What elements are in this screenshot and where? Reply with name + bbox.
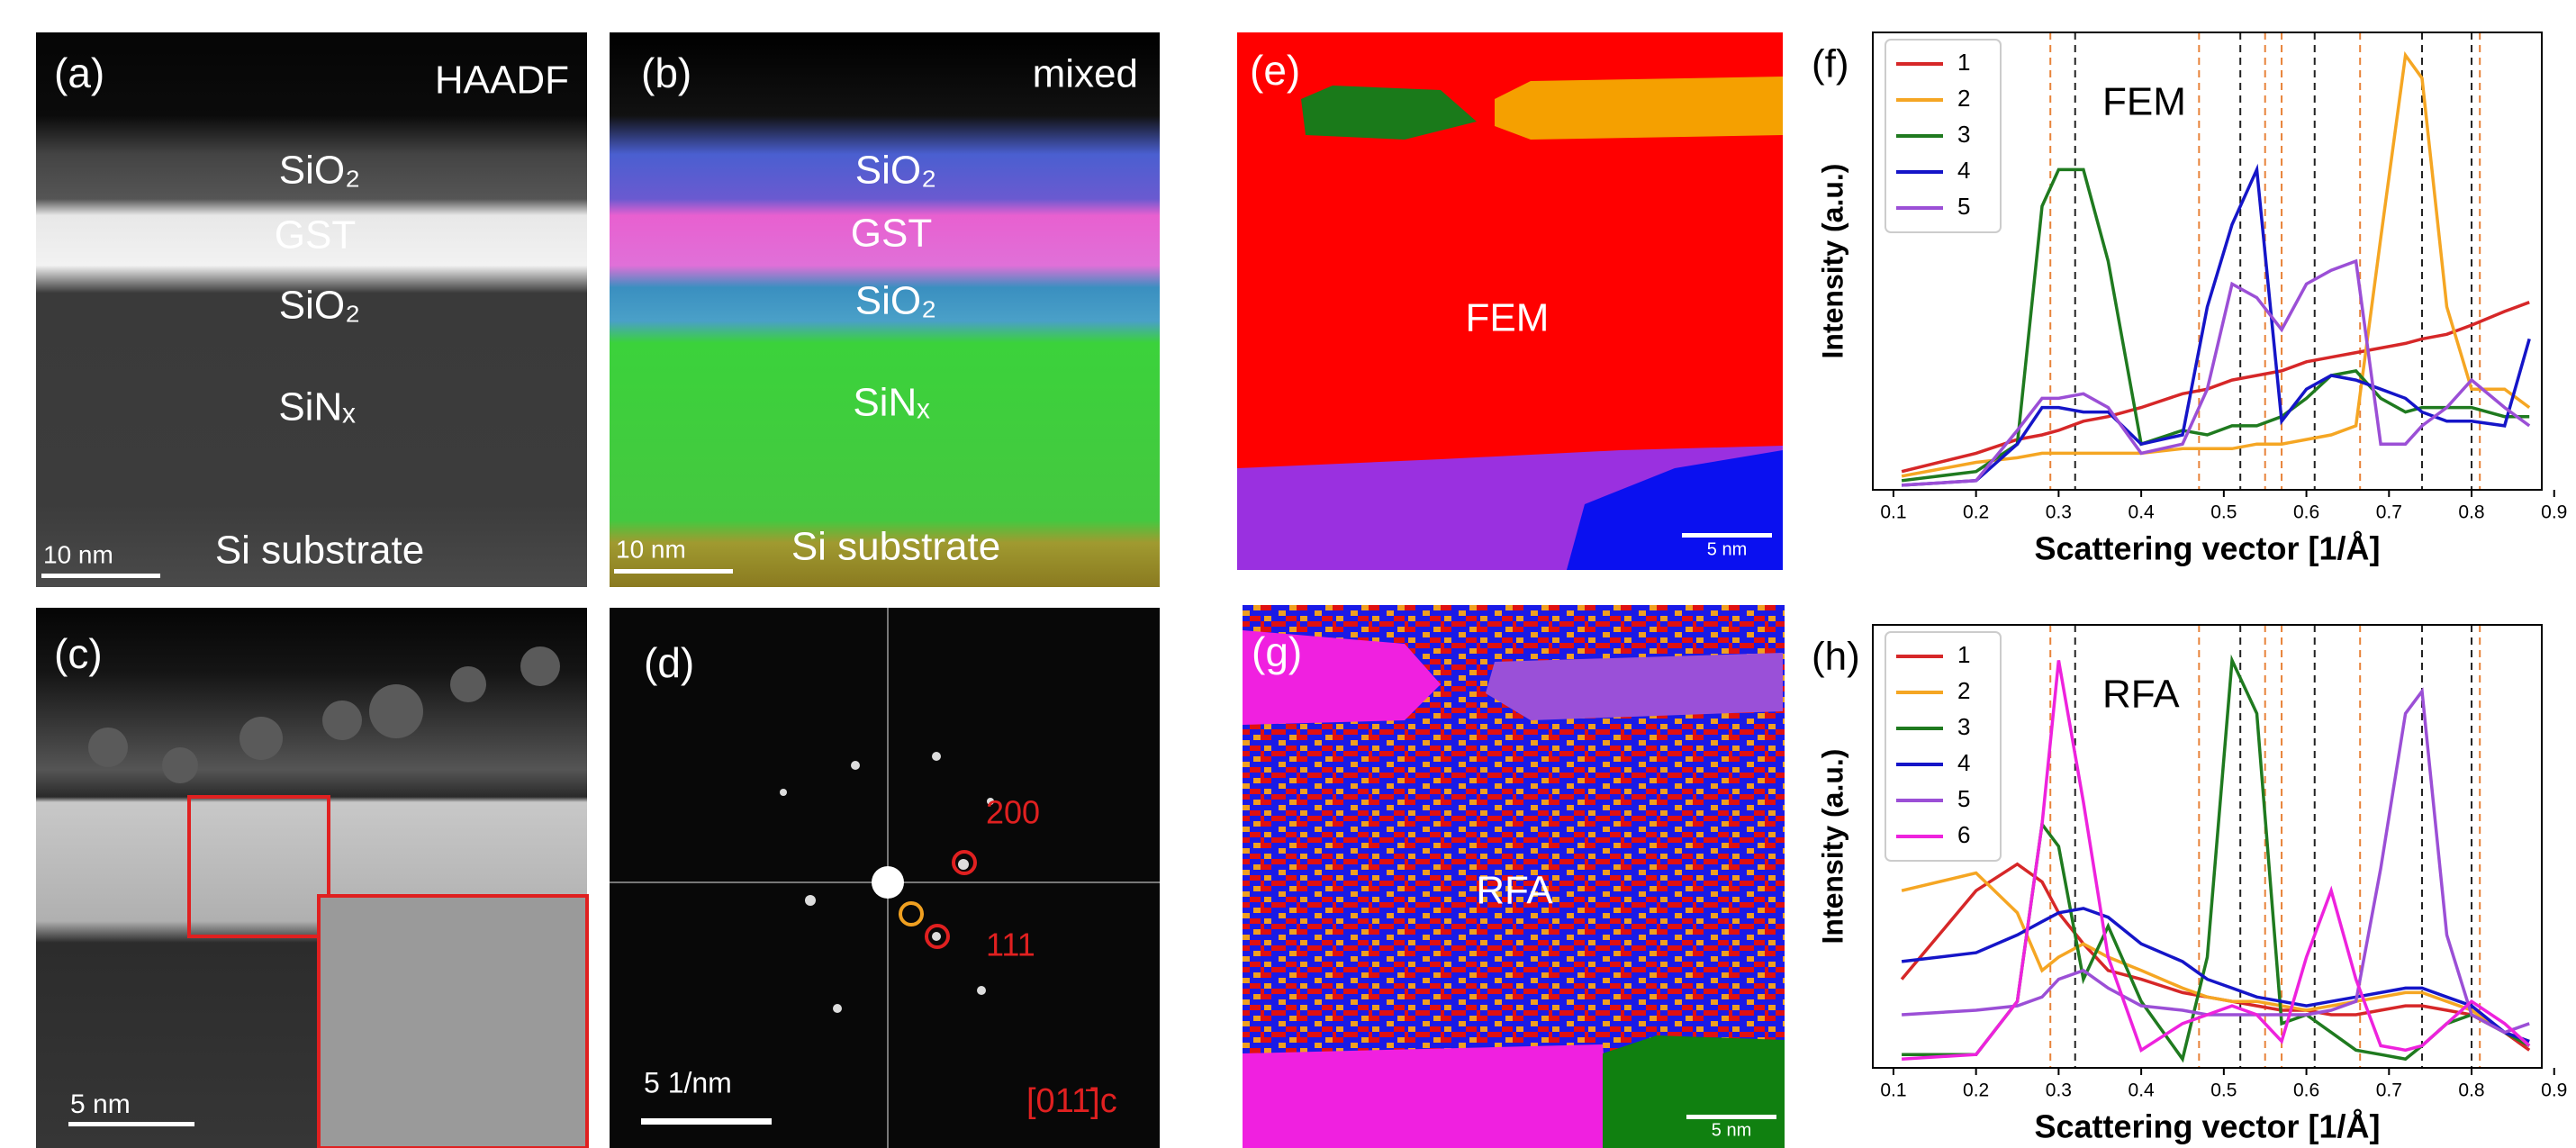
- legend-label: 3: [1957, 121, 1970, 148]
- panel-label: (e): [1250, 47, 1300, 94]
- panel-label: (b): [641, 50, 691, 96]
- scale-bar-label: 5 nm: [1707, 539, 1747, 559]
- x-tick-label: 0.5: [2210, 1080, 2237, 1101]
- x-tick-label: 0.6: [2293, 502, 2319, 523]
- x-tick-label: 0.7: [2376, 1080, 2402, 1101]
- panel-label: (c): [54, 630, 103, 677]
- legend-label: 5: [1957, 785, 1970, 812]
- spot-label: 200: [986, 794, 1040, 831]
- panel-c: (c) 5 nm: [36, 608, 587, 1148]
- layer-label: SiNₓ: [853, 381, 930, 425]
- substrate-label: Si substrate: [215, 529, 424, 573]
- layer-label: GST: [851, 212, 932, 256]
- x-tick-label: 0.8: [2458, 502, 2484, 523]
- annotation: FEM: [2102, 80, 2186, 124]
- layer-label: SiO₂: [855, 279, 936, 323]
- zoom-inset: [319, 896, 587, 1148]
- scale-bar-label: 10 nm: [43, 540, 113, 568]
- map-region: [1495, 77, 1783, 140]
- map-method: RFA: [1476, 869, 1553, 913]
- x-tick-label: 0.7: [2376, 502, 2402, 523]
- scale-bar-label: 5 nm: [1712, 1120, 1751, 1140]
- panel-a: (a) HAADF SiO₂ GST SiO₂ SiNₓ Si substrat…: [36, 32, 587, 587]
- panel-label: (d): [644, 639, 694, 686]
- legend-label: 3: [1957, 713, 1970, 740]
- layer-label: SiO₂: [279, 149, 360, 193]
- legend-label: 5: [1957, 193, 1970, 220]
- panel-label: (g): [1252, 628, 1302, 675]
- panel-e: (e) FEM 5 nm: [1237, 32, 1783, 570]
- series-line: [1902, 908, 2529, 1042]
- layer-label: SiO₂: [279, 284, 360, 328]
- x-tick-label: 0.2: [1963, 502, 1989, 523]
- scale-bar: [1682, 533, 1772, 538]
- map-method: FEM: [1466, 296, 1550, 340]
- x-tick-label: 0.9: [2541, 1080, 2567, 1101]
- panel-b: (b) mixed SiO₂ GST SiO₂ SiNₓ Si substrat…: [610, 32, 1160, 587]
- figure: (a) HAADF SiO₂ GST SiO₂ SiNₓ Si substrat…: [0, 0, 2576, 1148]
- panel-label: (a): [54, 50, 104, 96]
- legend-label: 1: [1957, 49, 1970, 76]
- legend-label: 2: [1957, 677, 1970, 704]
- x-axis-label: Scattering vector [1/Å]: [2034, 1108, 2380, 1145]
- panel-label: (f): [1812, 42, 1849, 86]
- x-tick-label: 0.4: [2129, 1080, 2156, 1101]
- layer-label: SiNₓ: [278, 385, 356, 429]
- scale-bar: [1686, 1115, 1776, 1119]
- x-tick-label: 0.2: [1963, 1080, 1989, 1101]
- legend-label: 6: [1957, 821, 1970, 848]
- panel-label: (h): [1812, 635, 1860, 679]
- x-tick-label: 0.9: [2541, 502, 2567, 523]
- legend-label: 4: [1957, 749, 1970, 776]
- scale-bar-label: 5 1/nm: [644, 1066, 732, 1098]
- legend-box: [1885, 632, 2001, 861]
- scale-bar: [614, 569, 733, 574]
- legend-label: 1: [1957, 641, 1970, 668]
- layer-label: SiO₂: [855, 149, 936, 193]
- x-tick-label: 0.8: [2458, 1080, 2484, 1101]
- x-tick-label: 0.1: [1880, 1080, 1906, 1101]
- panel-d: (d) 200 111 [011̄]c 5 1/nm: [610, 608, 1160, 1148]
- panel-g: (g) RFA 5 nm: [1243, 605, 1785, 1148]
- substrate-label: Si substrate: [791, 525, 1000, 569]
- series-line: [1902, 303, 2529, 472]
- scale-bar: [641, 1118, 772, 1125]
- annotation: RFA: [2102, 673, 2180, 717]
- x-axis-label: Scattering vector [1/Å]: [2034, 530, 2380, 567]
- image-title: mixed: [1033, 52, 1138, 96]
- layer-label: GST: [275, 213, 356, 258]
- map-region: [1603, 1035, 1785, 1148]
- y-axis-label: Intensity (a.u.): [1816, 164, 1848, 359]
- map-region: [1243, 1044, 1612, 1148]
- x-tick-label: 0.1: [1880, 502, 1906, 523]
- x-tick-label: 0.6: [2293, 1080, 2319, 1101]
- y-axis-label: Intensity (a.u.): [1816, 749, 1848, 945]
- x-tick-label: 0.5: [2210, 502, 2237, 523]
- series-line: [1902, 261, 2529, 485]
- scale-bar-label: 10 nm: [616, 535, 686, 563]
- central-spot: [872, 866, 904, 899]
- map-region: [1486, 653, 1783, 720]
- image-title: HAADF: [435, 59, 569, 103]
- x-tick-label: 0.4: [2129, 502, 2156, 523]
- legend-label: 2: [1957, 85, 1970, 112]
- scale-bar-label: 5 nm: [70, 1089, 131, 1119]
- legend-label: 4: [1957, 157, 1970, 184]
- zone-axis: [011̄]c: [1026, 1082, 1117, 1120]
- spot-label: 111: [986, 927, 1035, 963]
- x-tick-label: 0.3: [2046, 502, 2072, 523]
- scale-bar: [41, 574, 160, 578]
- scale-bar: [68, 1122, 194, 1126]
- x-tick-label: 0.3: [2046, 1080, 2072, 1101]
